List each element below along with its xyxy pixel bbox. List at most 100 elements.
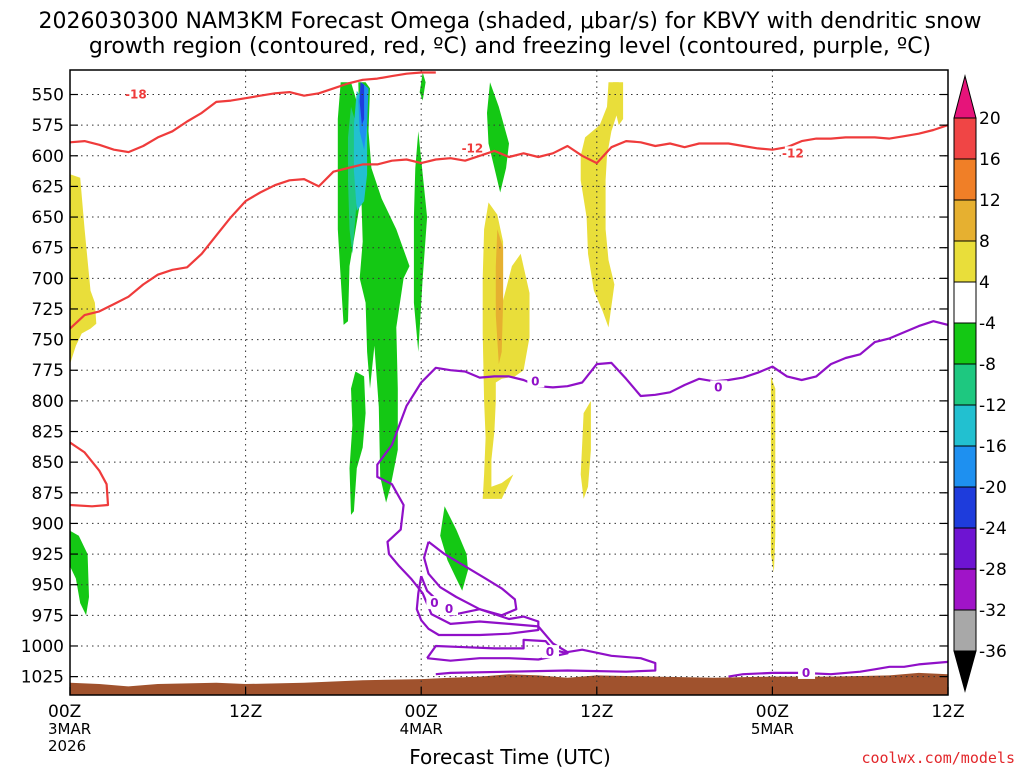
y-tick-label-0: 550 [32, 86, 64, 106]
contour-dgz_-18C [70, 71, 436, 154]
y-tick-label-2: 600 [32, 147, 64, 167]
contour-dgz_-12C_upper [70, 124, 948, 330]
contour-dgz_-12C_lower [70, 441, 110, 508]
colorbar-top-arrow [953, 74, 977, 119]
omega-region-7 [487, 82, 509, 193]
y-tick-label-1: 575 [32, 116, 64, 136]
contour-label-0: -18 [125, 88, 147, 102]
x-tick-label-0-1: 3MAR [48, 720, 91, 738]
x-tick-label-0-0: 00Z [48, 702, 81, 722]
contour-label-bg-3 [527, 374, 545, 388]
colorbar-label-1: 16 [979, 150, 1001, 170]
x-tick-label-3-0: 12Z [580, 702, 613, 722]
contour-label-4: 0 [714, 380, 722, 394]
colorbar-bottom-arrow [953, 650, 977, 693]
credit-text: coolwx.com/models [861, 749, 1015, 767]
omega-shading-layer [70, 72, 948, 695]
colorbar-label-10: -24 [979, 519, 1007, 539]
y-tick-label-12: 850 [32, 453, 64, 473]
y-tick-label-10: 800 [32, 392, 64, 412]
contour-label-5: 0 [430, 596, 438, 610]
contour-freezing_0C_main [376, 320, 948, 676]
contour-labels-layer: -18-12 -120 00 000 [125, 87, 816, 680]
y-tick-label-18: 1000 [21, 637, 64, 657]
chart-title-line2: growth region (contoured, red, ºC) and f… [89, 34, 931, 59]
x-tick-label-5-0: 12Z [931, 702, 964, 722]
omega-region-12 [70, 174, 97, 365]
colorbar-label-8: -16 [979, 437, 1007, 457]
y-tick-label-16: 950 [32, 576, 64, 596]
colorbar-bin-2 [953, 199, 977, 242]
y-tick-label-13: 875 [32, 484, 64, 504]
omega-region-5 [349, 371, 366, 515]
colorbar-bin-8 [953, 445, 977, 488]
x-tick-label-4-0: 00Z [756, 702, 789, 722]
x-axis-label: Forecast Time (UTC) [409, 745, 611, 768]
chart-title-line1: 2026030300 NAM3KM Forecast Omega (shaded… [38, 9, 981, 34]
colorbar-bin-11 [953, 568, 977, 611]
contour-label-bg-8 [798, 665, 816, 679]
contour-label-bg-7 [541, 645, 559, 659]
colorbar-label-12: -32 [979, 601, 1007, 621]
contour-label-bg-1 [464, 141, 482, 155]
omega-region-1 [358, 82, 410, 503]
contour-freezing_0C_inner2 [423, 540, 518, 617]
colorbar-label-4: 4 [979, 273, 990, 293]
omega-region-14 [580, 82, 619, 328]
colorbar-bin-0 [953, 117, 977, 160]
x-tick-label-1-0: 12Z [229, 702, 262, 722]
y-tick-label-4: 650 [32, 208, 64, 228]
dotted-grid [70, 70, 948, 695]
y-tick-label-11: 825 [32, 423, 64, 443]
colorbar-label-13: -36 [979, 642, 1007, 662]
omega-region-2 [413, 131, 428, 352]
colorbar-bin-10 [953, 527, 977, 570]
colorbar-bin-6 [953, 363, 977, 406]
omega-region-11 [359, 82, 365, 126]
colorbar-label-9: -20 [979, 478, 1007, 498]
colorbar-bin-1 [953, 158, 977, 201]
contour-label-8: 0 [802, 666, 810, 680]
y-tick-label-9: 775 [32, 361, 64, 381]
omega-region-13 [482, 202, 530, 499]
colorbar-label-2: 12 [979, 191, 1001, 211]
y-tick-label-8: 750 [32, 331, 64, 351]
colorbar-label-7: -12 [979, 396, 1007, 416]
y-tick-label-6: 700 [32, 269, 64, 289]
colorbar-label-5: -4 [979, 314, 996, 334]
contour-label-1: -12 [462, 141, 484, 155]
contour-label-7: 0 [546, 645, 554, 659]
contour-label-6: 0 [445, 602, 453, 616]
contour-label-bg-6 [441, 602, 459, 616]
y-tick-label-19: 1025 [21, 668, 64, 688]
y-tick-label-5: 675 [32, 239, 64, 259]
colorbar-bin-9 [953, 486, 977, 529]
x-tick-label-4-1: 5MAR [751, 720, 794, 738]
colorbar-bin-3 [953, 240, 977, 283]
colorbar-label-6: -8 [979, 355, 996, 375]
pressure-axis: 550 575 600 625 650 675 700 725 750 775 800 825 850 8… [21, 86, 948, 688]
y-tick-label-15: 925 [32, 545, 64, 565]
omega-region-15 [612, 82, 624, 126]
colorbar-label-3: 8 [979, 232, 990, 252]
omega-region-3 [419, 72, 426, 101]
y-tick-label-3: 625 [32, 177, 64, 197]
x-tick-label-2-1: 4MAR [400, 720, 443, 738]
contour-label-bg-5 [426, 596, 444, 610]
y-tick-label-14: 900 [32, 514, 64, 534]
omega-region-16 [580, 400, 591, 499]
x-tick-label-0-2: 2026 [48, 737, 86, 755]
y-tick-label-17: 975 [32, 606, 64, 626]
colorbar-bin-12 [953, 609, 977, 652]
omega-region-4 [70, 530, 89, 616]
contour-label-bg-2 [784, 146, 802, 160]
x-tick-label-2-0: 00Z [405, 702, 438, 722]
contour-label-bg-4 [710, 380, 728, 394]
omega-region-18 [495, 229, 504, 365]
omega-region-17 [770, 376, 776, 573]
contour-freezing_0C_late [728, 660, 948, 678]
terrain-region [70, 672, 948, 695]
omega-region-6 [440, 506, 468, 591]
plot-frame [69, 69, 949, 696]
